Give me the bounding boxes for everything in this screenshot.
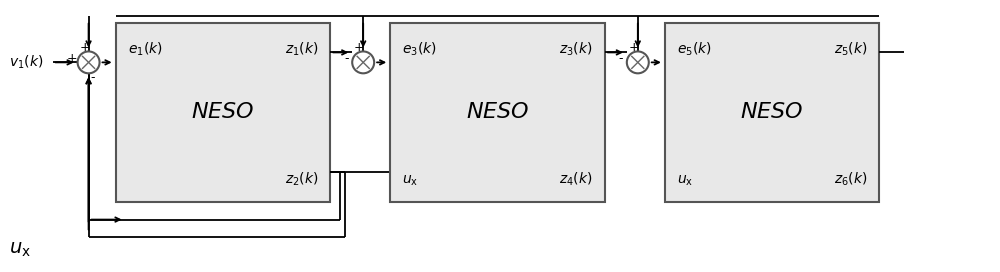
Text: $e_3(k)$: $e_3(k)$ — [402, 41, 437, 58]
Text: $z_1(k)$: $z_1(k)$ — [285, 41, 318, 58]
Bar — [390, 23, 605, 202]
Text: -: - — [90, 71, 95, 84]
Text: $\it{NESO}$: $\it{NESO}$ — [740, 101, 804, 123]
Text: $z_4(k)$: $z_4(k)$ — [559, 170, 593, 188]
Text: +: + — [629, 41, 639, 54]
Text: +: + — [66, 52, 77, 65]
Bar — [116, 23, 330, 202]
Text: $z_5(k)$: $z_5(k)$ — [834, 41, 867, 58]
Circle shape — [627, 51, 649, 73]
Text: $v_1(k)$: $v_1(k)$ — [9, 54, 43, 71]
Text: $e_5(k)$: $e_5(k)$ — [677, 41, 712, 58]
Text: $\it{NESO}$: $\it{NESO}$ — [191, 101, 255, 123]
Text: $u_{\mathrm{x}}$: $u_{\mathrm{x}}$ — [402, 173, 418, 188]
Text: $z_6(k)$: $z_6(k)$ — [834, 170, 867, 188]
Text: -: - — [344, 52, 348, 65]
Circle shape — [78, 51, 100, 73]
Text: $z_2(k)$: $z_2(k)$ — [285, 170, 318, 188]
Text: $e_1(k)$: $e_1(k)$ — [128, 41, 162, 58]
Text: +: + — [79, 41, 90, 54]
Text: +: + — [354, 41, 365, 54]
Text: $\it{NESO}$: $\it{NESO}$ — [466, 101, 529, 123]
Circle shape — [352, 51, 374, 73]
Text: -: - — [619, 52, 623, 65]
Text: $u_{\mathrm{x}}$: $u_{\mathrm{x}}$ — [9, 240, 31, 259]
Text: $z_3(k)$: $z_3(k)$ — [559, 41, 593, 58]
Text: $u_{\mathrm{x}}$: $u_{\mathrm{x}}$ — [677, 173, 693, 188]
Bar — [665, 23, 879, 202]
